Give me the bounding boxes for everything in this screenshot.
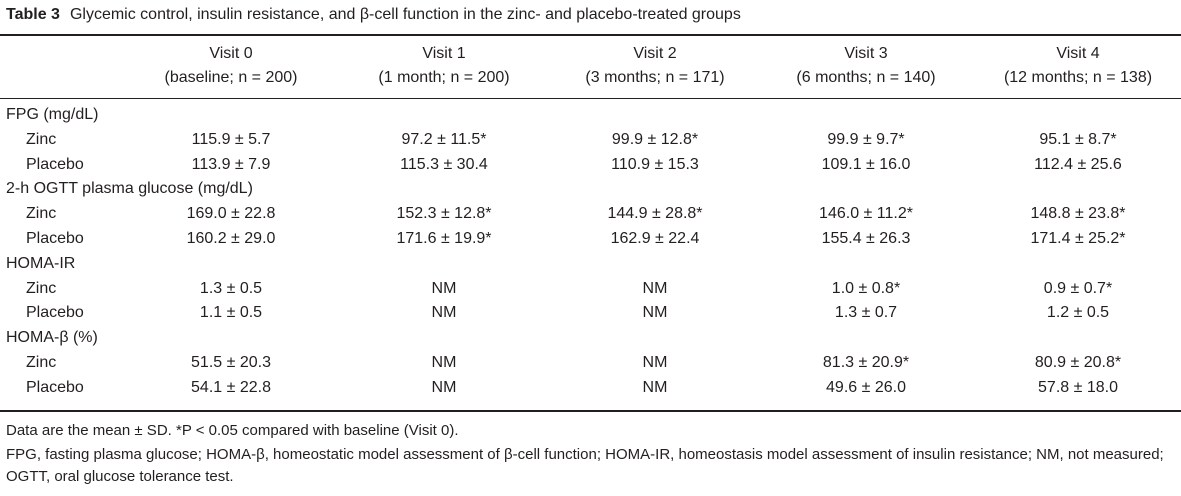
table-cell: NM	[642, 279, 668, 297]
table-cell: 95.1 ± 8.7*	[1039, 130, 1117, 148]
table-cell: 169.0 ± 22.8	[186, 205, 276, 223]
group-label: Zinc	[26, 279, 57, 297]
table-label: Table 3	[6, 6, 60, 23]
table-cell: 99.9 ± 9.7*	[827, 130, 905, 148]
table-cell: 171.6 ± 19.9*	[396, 230, 492, 247]
table-cell: NM	[431, 378, 457, 396]
column-header-subtitle: (3 months; n = 171)	[585, 69, 725, 86]
table-cell: 1.3 ± 0.5	[199, 279, 263, 297]
table-row: Zinc 1.3 ± 0.5 NM NM 1.0 ± 0.8* 0.9 ± 0.7*	[0, 277, 1181, 301]
column-header-title: Visit 4	[1056, 45, 1100, 62]
section-label: HOMA-β (%)	[6, 329, 98, 347]
column-header-subtitle: (6 months; n = 140)	[796, 69, 936, 86]
table-footnote-stats: Data are the mean ± SD. *P < 0.05 compar…	[6, 422, 459, 439]
table-row: Zinc 169.0 ± 22.8 152.3 ± 12.8* 144.9 ± 28.…	[0, 202, 1181, 226]
column-header-title: Visit 0	[209, 45, 253, 62]
table-row: Placebo 160.2 ± 29.0 171.6 ± 19.9* 162.9 ± …	[0, 227, 1181, 251]
column-header-visit-1: Visit 1 (1 month; n = 200)	[350, 42, 538, 90]
column-header-title: Visit 2	[633, 45, 677, 62]
table-cell: 115.3 ± 30.4	[400, 155, 488, 173]
table-cell: 146.0 ± 11.2*	[819, 205, 913, 223]
top-rule	[0, 34, 1181, 36]
table-section-row: 2-h OGTT plasma glucose (mg/dL)	[0, 177, 1181, 201]
table-row: Zinc 115.9 ± 5.7 97.2 ± 11.5* 99.9 ± 12.8* 9…	[0, 128, 1181, 152]
table-cell: 152.3 ± 12.8*	[396, 205, 492, 223]
table-cell: 148.8 ± 23.8*	[1030, 205, 1126, 223]
table-cell: 54.1 ± 22.8	[191, 378, 271, 396]
table-cell: 110.9 ± 15.3	[611, 155, 699, 173]
column-header-title: Visit 1	[422, 45, 466, 62]
section-label: HOMA-IR	[6, 254, 76, 272]
table-title: Glycemic control, insulin resistance, an…	[69, 6, 741, 23]
table-cell: NM	[431, 354, 457, 371]
column-header-visit-3: Visit 3 (6 months; n = 140)	[770, 42, 962, 90]
group-label: Placebo	[26, 378, 84, 396]
table-cell: NM	[431, 279, 457, 297]
column-header-visit-2: Visit 2 (3 months; n = 171)	[560, 42, 750, 90]
table-section-row: HOMA-IR	[0, 252, 1181, 276]
table-cell: 81.3 ± 20.9*	[822, 354, 910, 371]
table-cell: 162.9 ± 22.4	[610, 230, 700, 247]
group-label: Placebo	[26, 155, 84, 173]
table-row: Placebo 54.1 ± 22.8 NM NM 49.6 ± 26.0 57.8 ± …	[0, 376, 1181, 400]
bottom-rule	[0, 410, 1181, 412]
section-label: FPG (mg/dL)	[6, 106, 99, 123]
table-row: Zinc 51.5 ± 20.3 NM NM 81.3 ± 20.9* 80.9 ± 20…	[0, 351, 1181, 375]
header-rule	[0, 98, 1181, 99]
table-cell: 57.8 ± 18.0	[1038, 378, 1118, 396]
table-cell: 97.2 ± 11.5*	[401, 130, 487, 148]
column-header-title: Visit 3	[844, 45, 888, 62]
table-row: Placebo 113.9 ± 7.9 115.3 ± 30.4 110.9 ± 15…	[0, 153, 1181, 177]
table-cell: 113.9 ± 7.9	[191, 155, 271, 173]
table-cell: NM	[642, 354, 668, 371]
group-label: Placebo	[26, 304, 84, 322]
group-label: Zinc	[26, 205, 57, 223]
table-cell: 1.1 ± 0.5	[199, 304, 263, 322]
table-cell: 1.3 ± 0.7	[834, 304, 898, 322]
group-label: Zinc	[26, 130, 57, 148]
table-section-row: HOMA-β (%)	[0, 326, 1181, 350]
section-label: 2-h OGTT plasma glucose (mg/dL)	[6, 180, 253, 198]
table-cell: 80.9 ± 20.8*	[1034, 354, 1122, 371]
group-label: Placebo	[26, 230, 84, 247]
table-cell: 99.9 ± 12.8*	[611, 130, 699, 148]
column-header-visit-0: Visit 0 (baseline; n = 200)	[140, 42, 322, 90]
table-cell: 109.1 ± 16.0	[821, 155, 911, 173]
table-cell: 160.2 ± 29.0	[186, 230, 276, 247]
column-header-subtitle: (1 month; n = 200)	[378, 69, 510, 86]
column-header-visit-4: Visit 4 (12 months; n = 138)	[980, 42, 1176, 90]
group-label: Zinc	[26, 354, 57, 371]
table-cell: 1.2 ± 0.5	[1046, 304, 1110, 322]
column-header-subtitle: (baseline; n = 200)	[164, 69, 298, 86]
table-cell: 1.0 ± 0.8*	[831, 279, 901, 297]
table-cell: 155.4 ± 26.3	[821, 230, 911, 247]
table-cell: 51.5 ± 20.3	[191, 354, 271, 371]
table-cell: 112.4 ± 25.6	[1034, 155, 1122, 173]
table-cell: NM	[431, 304, 457, 322]
column-header-subtitle: (12 months; n = 138)	[1003, 69, 1153, 86]
table-cell: NM	[642, 304, 668, 322]
table-cell: 115.9 ± 5.7	[191, 130, 271, 148]
table-caption: Table 3 Glycemic control, insulin resista…	[6, 6, 741, 24]
table-cell: 0.9 ± 0.7*	[1043, 279, 1113, 297]
table-cell: 144.9 ± 28.8*	[607, 205, 703, 223]
table-section-row: FPG (mg/dL)	[0, 103, 1181, 127]
table-cell: 49.6 ± 26.0	[826, 378, 906, 396]
table-row: Placebo 1.1 ± 0.5 NM NM 1.3 ± 0.7 1.2 ± 0.5	[0, 301, 1181, 325]
table-cell: NM	[642, 378, 668, 396]
table-footnote-abbreviations: FPG, fasting plasma glucose; HOMA-β, hom…	[6, 446, 1164, 485]
table-cell: 171.4 ± 25.2*	[1030, 230, 1126, 247]
